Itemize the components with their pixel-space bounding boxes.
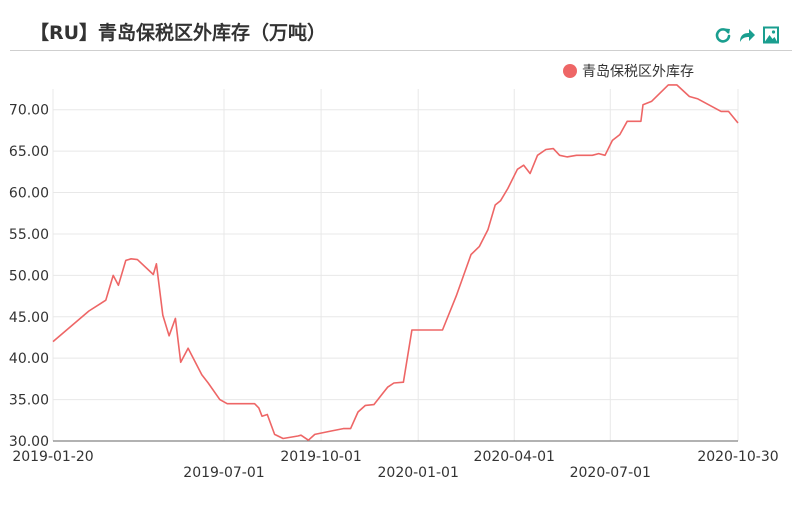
x-tick-label: 2019-07-01 — [183, 465, 264, 481]
share-icon[interactable] — [738, 26, 756, 44]
y-tick-label: 70.00 — [9, 103, 49, 119]
chart-legend[interactable]: 青岛保税区外库存 — [563, 61, 694, 81]
x-tick-label: 2020-10-30 — [697, 449, 778, 465]
y-tick-label: 30.00 — [9, 434, 49, 450]
save-image-icon[interactable] — [762, 26, 780, 44]
y-tick-label: 50.00 — [9, 268, 49, 284]
x-tick-label: 2019-10-01 — [280, 449, 361, 465]
x-tick-label: 2020-01-01 — [378, 465, 459, 481]
series-line — [52, 84, 739, 442]
y-tick-label: 35.00 — [9, 393, 49, 409]
y-tick-label: 65.00 — [9, 144, 49, 160]
y-tick-label: 55.00 — [9, 227, 49, 243]
x-tick-label: 2019-01-20 — [12, 449, 93, 465]
chart-toolbar — [714, 26, 780, 44]
y-tick-label: 60.00 — [9, 186, 49, 202]
legend-marker — [563, 64, 577, 78]
legend-label: 青岛保税区外库存 — [582, 64, 694, 80]
chart-header: 【RU】青岛保税区外库存（万吨） — [10, 0, 792, 51]
y-tick-label: 45.00 — [9, 310, 49, 326]
refresh-icon[interactable] — [714, 26, 732, 44]
x-tick-label: 2020-07-01 — [570, 465, 651, 481]
x-tick-label: 2020-04-01 — [474, 449, 555, 465]
y-tick-label: 40.00 — [9, 351, 49, 367]
chart-title: 【RU】青岛保税区外库存（万吨） — [30, 22, 327, 44]
